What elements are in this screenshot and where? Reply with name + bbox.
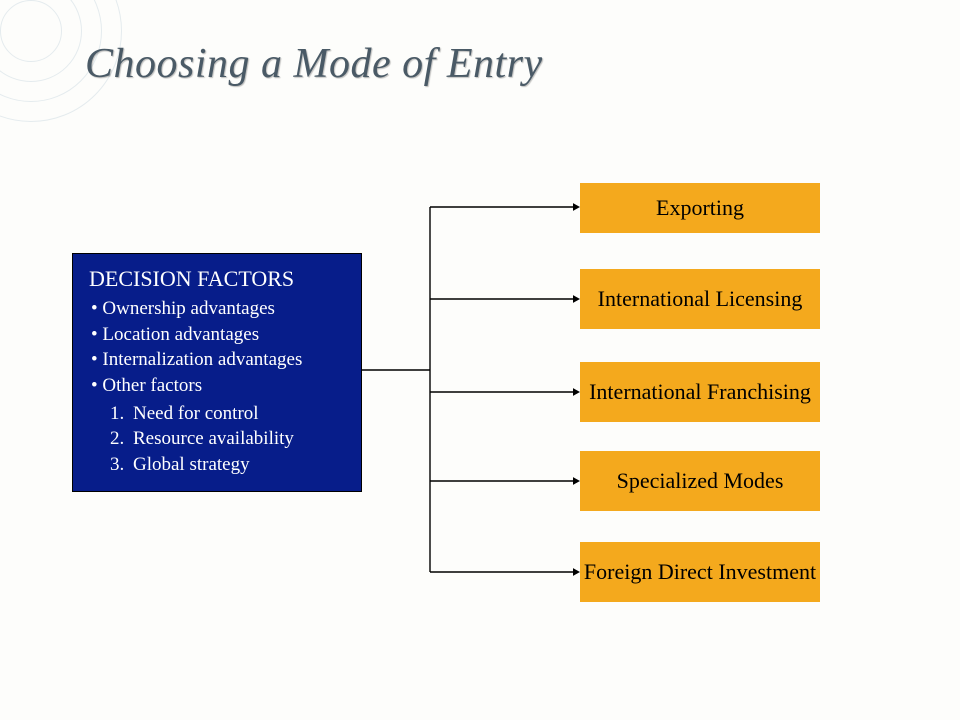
factor-item: Internalization advantages xyxy=(91,347,345,373)
subfactor-item: Need for control xyxy=(129,401,345,427)
mode-label: Foreign Direct Investment xyxy=(584,559,816,584)
mode-box: Exporting xyxy=(580,183,820,233)
mode-box: International Franchising xyxy=(580,362,820,422)
mode-label: International Franchising xyxy=(589,379,811,404)
factor-item: Ownership advantages xyxy=(91,296,345,322)
mode-label: Specialized Modes xyxy=(617,468,784,493)
factor-item: Location advantages xyxy=(91,322,345,348)
other-factors-sublist: Need for control Resource availability G… xyxy=(129,401,345,478)
mode-box: Specialized Modes xyxy=(580,451,820,511)
decision-factors-list: Ownership advantages Location advantages… xyxy=(89,296,345,477)
decision-factors-heading: DECISION FACTORS xyxy=(89,266,345,292)
subfactor-item: Resource availability xyxy=(129,426,345,452)
mode-box: International Licensing xyxy=(580,269,820,329)
factor-item: Other factors Need for control Resource … xyxy=(91,373,345,478)
slide-title: Choosing a Mode of Entry xyxy=(85,40,543,88)
mode-label: Exporting xyxy=(656,195,744,220)
subfactor-item: Global strategy xyxy=(129,452,345,478)
factor-item-label: Other factors xyxy=(102,375,202,396)
decision-factors-box: DECISION FACTORS Ownership advantages Lo… xyxy=(72,253,362,492)
mode-box: Foreign Direct Investment xyxy=(580,542,820,602)
mode-label: International Licensing xyxy=(598,286,803,311)
